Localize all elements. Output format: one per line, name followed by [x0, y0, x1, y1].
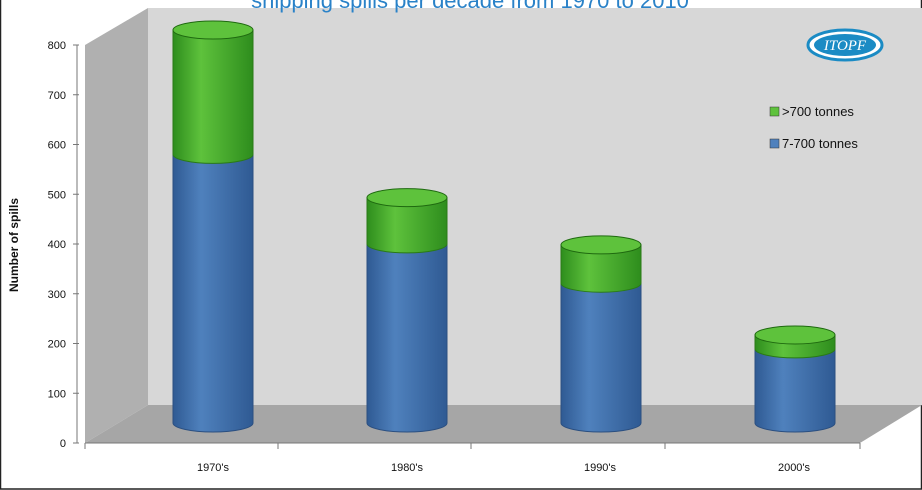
bar-group: [754, 325, 836, 433]
y-tick-label: 500: [48, 189, 66, 201]
y-axis-label: Number of spills: [7, 198, 21, 292]
x-axis: 1970's 1980's 1990's 2000's: [84, 442, 861, 474]
x-tick-label: 1980's: [391, 462, 424, 474]
logo-text: ITOPF: [823, 38, 867, 54]
bar-7-700-tonnes: [172, 153, 254, 433]
bar-group: [560, 235, 642, 433]
legend-swatch: [769, 138, 780, 149]
bar-cap: [366, 188, 448, 208]
y-tick-label: 400: [48, 239, 66, 251]
bar-cap: [172, 20, 254, 40]
y-tick-label: 800: [48, 40, 66, 52]
bar-cap: [754, 325, 836, 345]
bar-7-700-tonnes: [560, 282, 642, 433]
bar-cap: [560, 235, 642, 255]
y-tick-label: 700: [48, 90, 66, 102]
side-wall: [85, 8, 148, 443]
bar-over-700-tonnes: [172, 29, 254, 164]
legend: >700 tonnes 7-700 tonnes: [769, 104, 858, 151]
logo-ellipse-fill: [814, 34, 876, 56]
y-tick-label: 100: [48, 388, 66, 400]
legend-swatch: [769, 106, 780, 117]
y-tick-label: 200: [48, 339, 66, 351]
legend-label: 7-700 tonnes: [782, 136, 858, 151]
itopf-logo: ITOPF: [806, 28, 884, 62]
bar-7-700-tonnes: [366, 243, 448, 433]
back-wall: [148, 8, 922, 405]
x-tick-label: 1970's: [197, 462, 230, 474]
y-tick-label: 600: [48, 140, 66, 152]
bar-group: [172, 20, 254, 433]
bars: [172, 20, 836, 433]
bar-group: [366, 188, 448, 433]
y-tick-label: 0: [60, 438, 66, 450]
bar-over-700-tonnes: [560, 244, 642, 293]
chart-title: shipping spills per decade from 1970 to …: [251, 0, 689, 13]
bar-7-700-tonnes: [754, 348, 836, 433]
x-tick-label: 1990's: [584, 462, 617, 474]
x-tick-label: 2000's: [778, 462, 811, 474]
floor: [85, 405, 922, 443]
y-axis: 0 100 200 300 400 500 600 700 800: [48, 40, 79, 450]
bar-over-700-tonnes: [366, 197, 448, 254]
y-tick-label: 300: [48, 289, 66, 301]
legend-label: >700 tonnes: [782, 104, 854, 119]
